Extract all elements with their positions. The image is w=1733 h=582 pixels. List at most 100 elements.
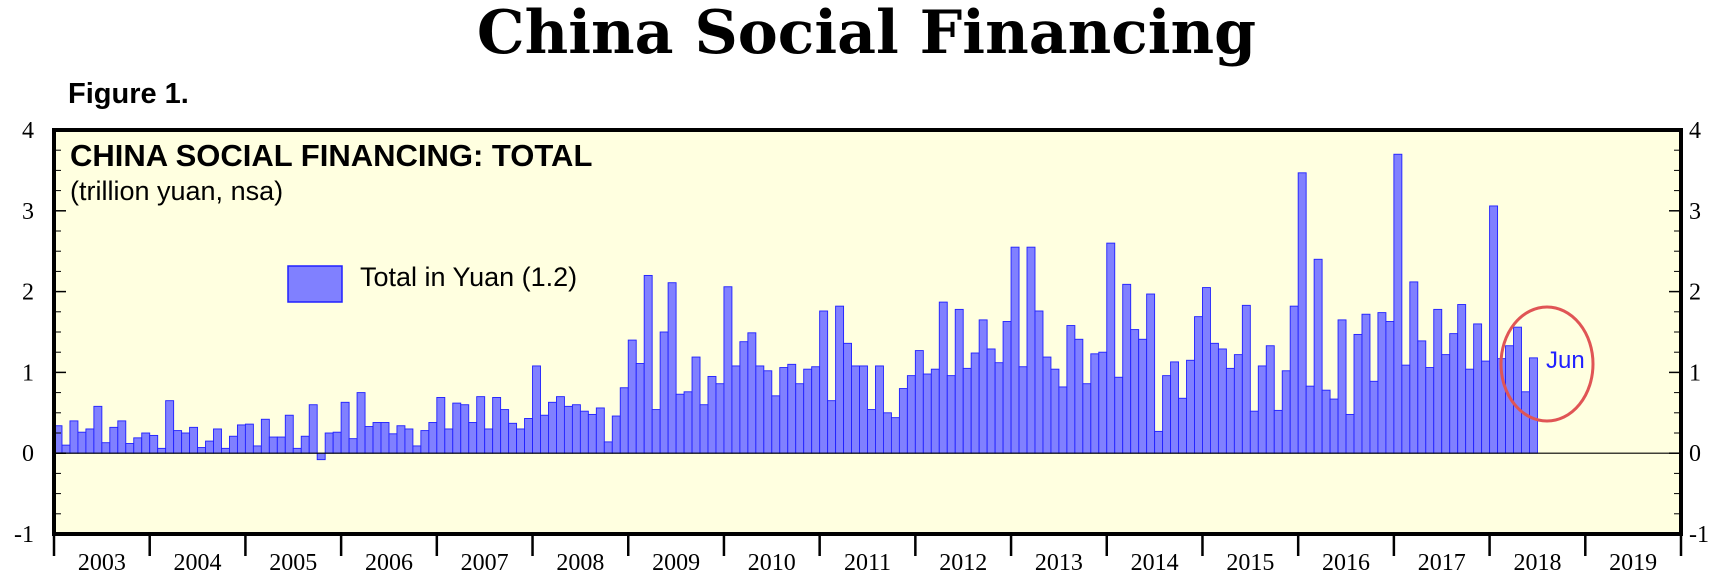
bar xyxy=(867,409,876,454)
bar xyxy=(181,432,191,454)
bar xyxy=(595,407,605,454)
y-tick-label-left: 2 xyxy=(22,280,34,306)
bar xyxy=(859,365,868,454)
bar xyxy=(1297,172,1307,454)
annotation-circle xyxy=(1499,305,1595,423)
bar xyxy=(1034,310,1044,454)
bar xyxy=(1010,246,1020,454)
bar xyxy=(938,301,948,454)
bar xyxy=(1202,287,1211,454)
bar xyxy=(779,367,789,454)
bar xyxy=(492,397,502,454)
bar xyxy=(1361,313,1371,454)
bar xyxy=(1058,386,1068,454)
bar xyxy=(516,428,526,454)
bar xyxy=(308,404,318,454)
bar xyxy=(93,405,103,454)
bar xyxy=(1273,409,1283,454)
bar xyxy=(930,368,940,454)
bar xyxy=(165,400,175,454)
bar xyxy=(691,356,701,454)
x-tick-label: 2013 xyxy=(1035,550,1083,576)
bar xyxy=(420,430,430,454)
bar xyxy=(348,438,358,454)
bar xyxy=(1345,413,1355,454)
bar xyxy=(1018,366,1028,454)
bar xyxy=(229,435,238,454)
y-tick-label-right: 2 xyxy=(1689,280,1701,306)
bar xyxy=(819,310,829,454)
bar xyxy=(197,447,206,454)
x-tick-label: 2004 xyxy=(174,550,222,576)
bar xyxy=(1194,316,1203,454)
bar xyxy=(1281,370,1291,454)
bar xyxy=(149,434,159,454)
bar xyxy=(125,443,135,454)
bar xyxy=(890,417,900,454)
bar xyxy=(205,440,214,454)
bar xyxy=(771,395,781,454)
x-tick-label: 2012 xyxy=(939,550,987,576)
figure-label: Figure 1. xyxy=(68,78,189,110)
bar xyxy=(1449,333,1459,454)
bar xyxy=(970,352,980,454)
y-tick-label-right: 3 xyxy=(1689,199,1701,225)
bar xyxy=(1473,323,1483,454)
bar xyxy=(635,363,645,454)
x-tick-label: 2007 xyxy=(461,550,509,576)
bar xyxy=(436,397,446,454)
bar xyxy=(452,402,462,454)
bar xyxy=(1329,398,1339,454)
bar xyxy=(1225,367,1235,454)
bar xyxy=(627,339,637,454)
bar xyxy=(1401,364,1411,454)
bar xyxy=(484,428,494,454)
x-tick-label: 2003 xyxy=(78,550,126,576)
bar xyxy=(444,428,454,454)
bar xyxy=(1170,361,1179,454)
bar xyxy=(883,412,892,454)
bar xyxy=(1441,354,1451,454)
y-tick-label-left: 3 xyxy=(22,199,34,225)
bar xyxy=(1186,359,1195,454)
bar xyxy=(268,436,278,454)
bar xyxy=(1090,353,1100,454)
bar xyxy=(524,418,533,454)
bar xyxy=(1138,338,1148,454)
x-tick-label: 2005 xyxy=(269,550,317,576)
legend-swatch xyxy=(287,265,343,303)
bar xyxy=(603,441,613,454)
bar xyxy=(189,426,199,454)
bar xyxy=(1417,340,1427,454)
bar xyxy=(69,420,79,454)
y-tick-label-left: 4 xyxy=(22,118,34,144)
bar xyxy=(260,418,270,454)
bar xyxy=(1162,375,1172,454)
bar xyxy=(1146,293,1156,454)
legend-label: Total in Yuan (1.2) xyxy=(360,262,577,292)
bar xyxy=(1066,325,1076,454)
bar xyxy=(141,432,151,454)
bar xyxy=(954,308,964,454)
bar xyxy=(508,422,518,454)
bar xyxy=(587,413,597,454)
annotation-label: Jun xyxy=(1546,347,1585,374)
bar xyxy=(213,428,222,454)
bar xyxy=(101,442,111,454)
bar xyxy=(962,367,972,454)
bar xyxy=(460,404,470,454)
bar xyxy=(117,420,127,454)
bar xyxy=(133,437,143,454)
bar xyxy=(173,430,183,454)
bar xyxy=(579,410,589,454)
bar xyxy=(500,409,510,454)
bar xyxy=(1082,383,1092,454)
bar xyxy=(1257,365,1267,454)
bar xyxy=(468,422,478,454)
bar xyxy=(683,391,693,454)
bar xyxy=(707,375,717,454)
bar xyxy=(1114,376,1124,454)
x-tick-label: 2018 xyxy=(1513,550,1561,576)
x-tick-label: 2015 xyxy=(1226,550,1274,576)
bar xyxy=(356,392,366,454)
